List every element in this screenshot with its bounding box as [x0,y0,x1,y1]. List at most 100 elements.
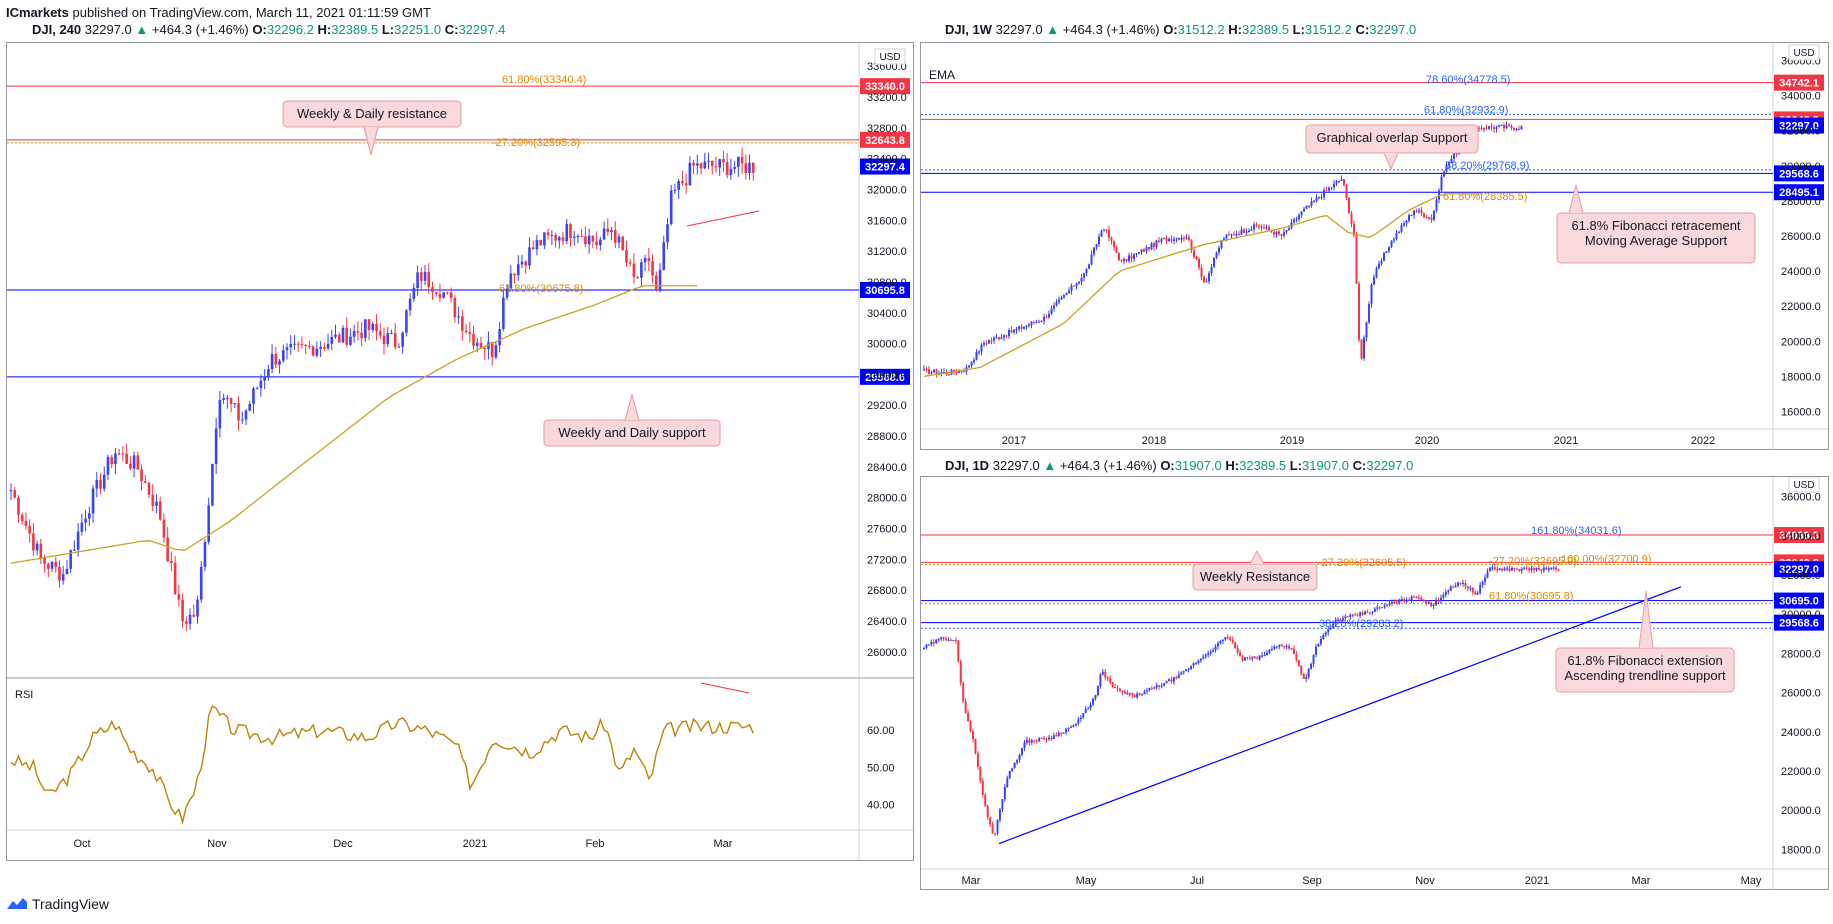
candle-body [1182,671,1185,673]
candle-body [1133,254,1135,259]
candle-body [1256,658,1259,660]
y-axis-tick-label: 26800.0 [867,585,907,597]
candle-body [106,457,110,475]
candle-body [1430,602,1433,607]
candle-body [1212,650,1215,652]
candle-body [323,346,326,349]
candle-body [1025,325,1028,328]
candle-body [483,347,487,350]
candle-body [1218,247,1220,253]
candle-body [1226,636,1229,638]
candle-body [1440,176,1443,191]
y-axis-tick-label: 29600.0 [867,369,907,381]
price-tag-support-bg [860,281,910,298]
candle-body [1168,679,1170,681]
candle-body [1045,739,1048,741]
candle-body [229,398,233,404]
candle-body [539,239,542,246]
candle-body [1219,641,1222,644]
candle-body [1422,600,1425,602]
candle-body [654,275,658,291]
chart-pane-4h[interactable]: 61.80%(33340.4) -27.20%(32595.3) 61.80%(30… [6,42,914,861]
chart-pane-weekly[interactable]: EMA 78.60%(34778.5) 61.80%(32932.9) 38.20%(… [920,42,1829,450]
candle-body [1131,693,1134,696]
candle-body [1163,683,1166,686]
candle-body [1145,690,1148,692]
y-axis-tick-label: 20000.0 [1781,336,1821,348]
x-axis-tick-label: Feb [586,838,605,850]
callout-weekly-resistance-pointer [1249,549,1265,565]
currency-label: USD [1793,480,1814,491]
candle-body [1130,255,1133,259]
candle-body [162,519,166,538]
candle-body [1380,260,1383,264]
candle-body [464,330,468,333]
candle-body [50,561,54,569]
candle-body [54,561,58,567]
candle-body [1360,339,1363,359]
candles [923,564,1560,837]
candle-body [748,162,751,173]
candle-body [1202,656,1205,659]
candle-body [259,380,263,389]
candle-body [1270,648,1273,650]
candle-body [1295,654,1298,660]
chart-weekly[interactable]: EMA 78.60%(34778.5) 61.80%(32932.9) 38.20%(… [921,43,1828,449]
candle-body [1073,285,1075,287]
currency-box [874,48,906,65]
chart-pane-daily[interactable]: 161.80%(34031.6) -27.20%(32605.5) -27.20%(… [920,476,1829,890]
candle-body [968,365,970,368]
candle-body [952,640,955,642]
candle-body [285,347,289,351]
rsi-label: RSI [15,689,33,701]
candle-body [446,292,449,294]
x-axis-tick-label: Nov [1415,875,1435,887]
candle-body [1378,607,1381,609]
candle-body [1230,234,1233,236]
candle-body [352,331,356,337]
candle-body [1170,679,1173,682]
candle-body [1501,568,1504,571]
rsi-tick-label: 60.00 [867,725,895,737]
y-axis-tick-label: 28000.0 [1781,196,1821,208]
price: 32297.0 [995,22,1043,37]
tradingview-brand[interactable]: TradingView [6,896,109,912]
candle-body [1255,224,1258,226]
x-axis-tick-label: 2020 [1415,435,1439,447]
candle-body [1207,653,1210,655]
candle-body [722,158,725,163]
candle-body [1190,665,1193,670]
candle-body [580,235,583,237]
candle-body [729,168,733,175]
y-axis-tick-label: 28000.0 [1781,648,1821,660]
candle-body [1484,577,1487,582]
chart-daily[interactable]: 161.80%(34031.6) -27.20%(32605.5) -27.20%(… [921,477,1828,889]
candle-body [1038,321,1040,323]
y-axis-tick-label: 32800.0 [867,123,907,135]
candle-body [1045,316,1048,318]
price: 32297.0 [992,458,1040,473]
candle-body [416,272,419,288]
candle-body [1243,229,1245,233]
candle-body [945,638,948,640]
callout-support-pointer [624,393,640,421]
candle-body [1263,654,1266,656]
candle-body [1285,646,1288,648]
candle-body [46,563,50,569]
candle-body [1016,759,1019,763]
candle-body [1010,330,1013,333]
candle-body [1503,125,1505,129]
candle-body [1238,234,1240,236]
candle-body [1103,229,1105,231]
candle-body [472,333,475,346]
open: 32296.2 [266,22,314,37]
candle-body [1430,217,1433,220]
x-axis-tick-label: 2018 [1142,435,1166,447]
candle-body [222,398,225,400]
candle-body [1273,231,1275,235]
candle-body [925,644,928,648]
candle-body [1006,778,1009,788]
chart-4h[interactable]: 61.80%(33340.4) -27.20%(32595.3) 61.80%(30… [7,43,913,860]
candle-body [565,224,569,242]
candle-body [509,273,513,289]
